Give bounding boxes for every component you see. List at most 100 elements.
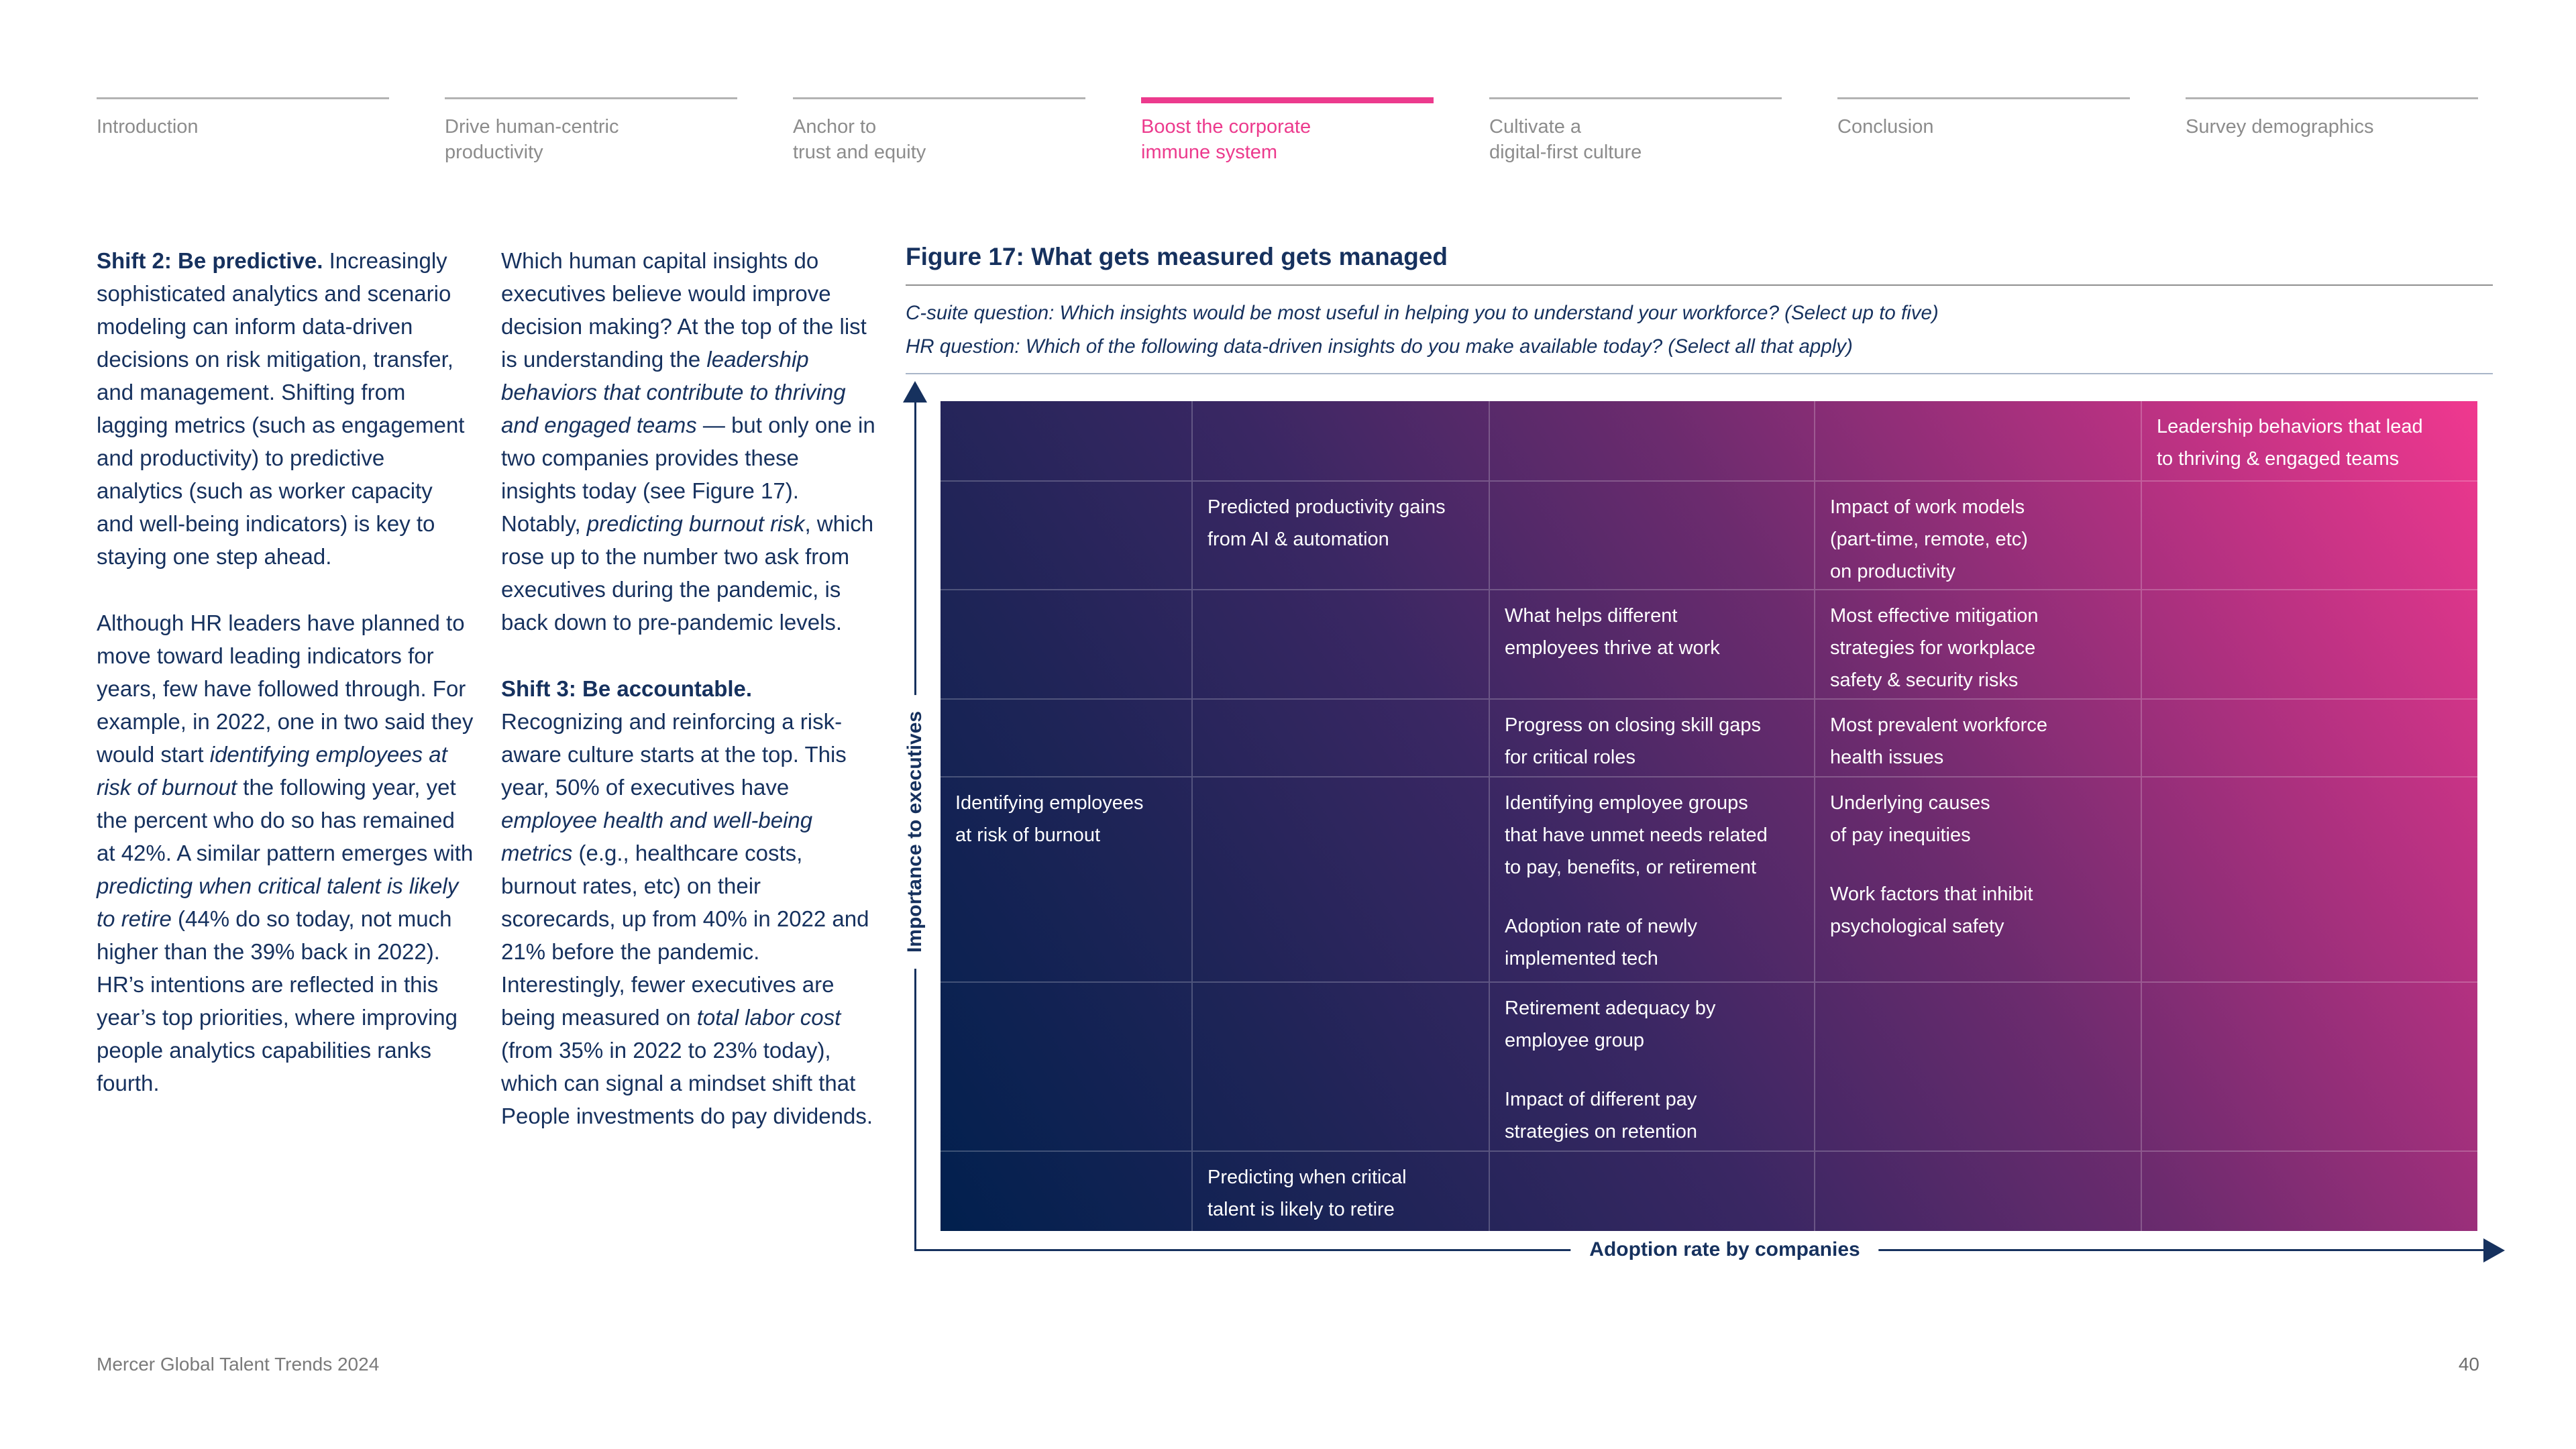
nav-tab[interactable]: Introduction xyxy=(97,97,389,165)
nav-tab-label: Drive human-centric productivity xyxy=(445,116,619,163)
text-segment: Which human capital insights do executiv… xyxy=(501,248,867,372)
nav-tab[interactable]: Cultivate a digital-first culture xyxy=(1489,97,1782,165)
matrix-cell-label: Retirement adequacy by employee group xyxy=(1505,998,1716,1051)
nav-tab[interactable]: Drive human-centric productivity xyxy=(445,97,737,165)
matrix-cell-label: Progress on closing skill gaps for criti… xyxy=(1505,714,1762,768)
matrix-cell: Underlying causes of pay inequities Work … xyxy=(1814,776,2141,981)
matrix-cell: Predicted productivity gains from AI & a… xyxy=(1191,480,1489,589)
matrix-cell: Retirement adequacy by employee group Imp… xyxy=(1489,981,1814,1150)
matrix-cell-label: Underlying causes of pay inequities xyxy=(1830,792,1990,846)
text-segment: Shift 3: Be accountable. xyxy=(501,676,753,701)
nav-tab[interactable]: Anchor to trust and equity xyxy=(793,97,1085,165)
top-nav: Introduction Drive human-centric producti… xyxy=(97,97,2478,165)
matrix-cell-label: Adoption rate of newly implemented tech xyxy=(1505,916,1697,969)
figure-title-divider xyxy=(906,284,2493,286)
matrix-cell-label: Leadership behaviors that lead to thrivi… xyxy=(2157,416,2423,470)
text-segment: predicting burnout risk xyxy=(586,511,805,536)
footer-page-number: 40 xyxy=(2458,1354,2479,1375)
matrix-cell xyxy=(1191,589,1489,698)
matrix-cell xyxy=(2141,1150,2477,1231)
matrix-cell: Predicting when critical talent is likel… xyxy=(1191,1150,1489,1231)
paragraph-hr-leaders: Although HR leaders have planned to move… xyxy=(97,606,474,1099)
figure-question-csuite: C-suite question: Which insights would b… xyxy=(906,302,1939,324)
text-segment: — but only one in two companies provides… xyxy=(501,413,875,536)
y-axis-arrow-up-icon xyxy=(903,381,927,402)
x-axis-arrow-right-icon xyxy=(2483,1238,2505,1263)
nav-tab-indicator xyxy=(1141,97,1434,103)
matrix-cell xyxy=(1814,981,2141,1150)
nav-tab-label: Conclusion xyxy=(1837,116,1934,138)
matrix-cell: Most prevalent workforce health issues xyxy=(1814,698,2141,776)
nav-tab-label: Anchor to trust and equity xyxy=(793,116,926,163)
matrix-cell-label: Impact of different pay strategies on re… xyxy=(1505,1089,1697,1142)
matrix-cell xyxy=(941,981,1191,1150)
nav-tab-label: Cultivate a digital-first culture xyxy=(1489,116,1642,163)
matrix-cell xyxy=(1814,1150,2141,1231)
x-axis-label: Adoption rate by companies xyxy=(1570,1237,1879,1263)
matrix-cell xyxy=(2141,480,2477,589)
matrix-cell xyxy=(941,698,1191,776)
text-segment: Although HR leaders have planned to move… xyxy=(97,610,474,767)
nav-tab-label: Survey demographics xyxy=(2186,116,2374,138)
matrix-cell-label: Identifying employees at risk of burnout xyxy=(955,792,1144,846)
matrix-cell xyxy=(941,401,1191,480)
matrix-cell xyxy=(941,480,1191,589)
matrix-cell: Identifying employee groups that have un… xyxy=(1489,776,1814,981)
nav-tab-label: Boost the corporate immune system xyxy=(1141,116,1311,163)
matrix-cell xyxy=(941,589,1191,698)
text-segment: (44% do so today, not much higher than t… xyxy=(97,906,458,1095)
text-segment: (from 35% in 2022 to 23% today), which c… xyxy=(501,1038,873,1128)
matrix-cell: What helps different employees thrive at… xyxy=(1489,589,1814,698)
text-segment: predicting when critical talent is likel… xyxy=(97,873,459,931)
nav-tab-label: Introduction xyxy=(97,116,199,138)
matrix-cell xyxy=(2141,981,2477,1150)
figure-questions-divider xyxy=(906,373,2493,374)
nav-tab-indicator xyxy=(793,97,1085,103)
matrix-cell-label: Work factors that inhibit psychological … xyxy=(1830,883,2033,937)
matrix-cell: Impact of work models (part-time, remote… xyxy=(1814,480,2141,589)
text-segment: leadership behaviors that contribute to … xyxy=(501,347,846,437)
matrix-cell: Leadership behaviors that lead to thrivi… xyxy=(2141,401,2477,480)
text-segment: employee health and well-being metrics xyxy=(501,808,813,865)
nav-tab-indicator xyxy=(97,97,389,103)
figure-questions: C-suite question: Which insights would b… xyxy=(906,297,2493,364)
matrix-cell xyxy=(1191,401,1489,480)
nav-tab-active[interactable]: Boost the corporate immune system xyxy=(1141,97,1434,165)
matrix-cell-label: What helps different employees thrive at… xyxy=(1505,605,1720,659)
matrix-cell-label: Impact of work models (part-time, remote… xyxy=(1830,496,2028,582)
figure-title: Figure 17: What gets measured gets manag… xyxy=(906,243,1448,270)
matrix-cell-label: Identifying employee groups that have un… xyxy=(1505,792,1768,878)
text-segment: Recognizing and reinforcing a risk-aware… xyxy=(501,709,847,800)
matrix-cell: Most effective mitigation strategies for… xyxy=(1814,589,2141,698)
article-column-1: Shift 2: Be predictive. Increasingly sop… xyxy=(97,244,474,1133)
article-column-2: Which human capital insights do executiv… xyxy=(501,244,878,1166)
nav-tab-indicator xyxy=(1837,97,2130,103)
text-segment: identifying employees at risk of burnout xyxy=(97,742,447,800)
matrix-cell xyxy=(2141,776,2477,981)
text-segment: Increasingly sophisticated analytics and… xyxy=(97,248,465,569)
text-segment: , which rose up to the number two ask fr… xyxy=(501,511,874,635)
footer-report-title: Mercer Global Talent Trends 2024 xyxy=(97,1354,380,1375)
figure-question-hr: HR question: Which of the following data… xyxy=(906,335,1853,358)
figure-17: Figure 17: What gets measured gets manag… xyxy=(906,243,2493,1231)
matrix-cell xyxy=(1489,401,1814,480)
nav-tab-indicator xyxy=(2186,97,2478,103)
matrix-cell xyxy=(1191,698,1489,776)
matrix-cell xyxy=(1191,776,1489,981)
matrix-cell xyxy=(1489,480,1814,589)
nav-tab-indicator xyxy=(445,97,737,103)
nav-tab[interactable]: Survey demographics xyxy=(2186,97,2478,165)
matrix-cell xyxy=(1191,981,1489,1150)
matrix-cell: Identifying employees at risk of burnout xyxy=(941,776,1191,981)
nav-tab[interactable]: Conclusion xyxy=(1837,97,2130,165)
matrix-cell-label: Predicted productivity gains from AI & a… xyxy=(1208,496,1446,550)
matrix-cell xyxy=(1814,401,2141,480)
matrix-cell-label: Most prevalent workforce health issues xyxy=(1830,714,2047,768)
matrix-cell-label: Most effective mitigation strategies for… xyxy=(1830,605,2039,691)
nav-tab-indicator xyxy=(1489,97,1782,103)
y-axis-label: Importance to executives xyxy=(898,694,932,969)
text-segment: the following year, yet the percent who … xyxy=(97,775,474,865)
text-segment: Shift 2: Be predictive. xyxy=(97,248,323,273)
matrix-cell xyxy=(941,1150,1191,1231)
matrix-cell xyxy=(1489,1150,1814,1231)
